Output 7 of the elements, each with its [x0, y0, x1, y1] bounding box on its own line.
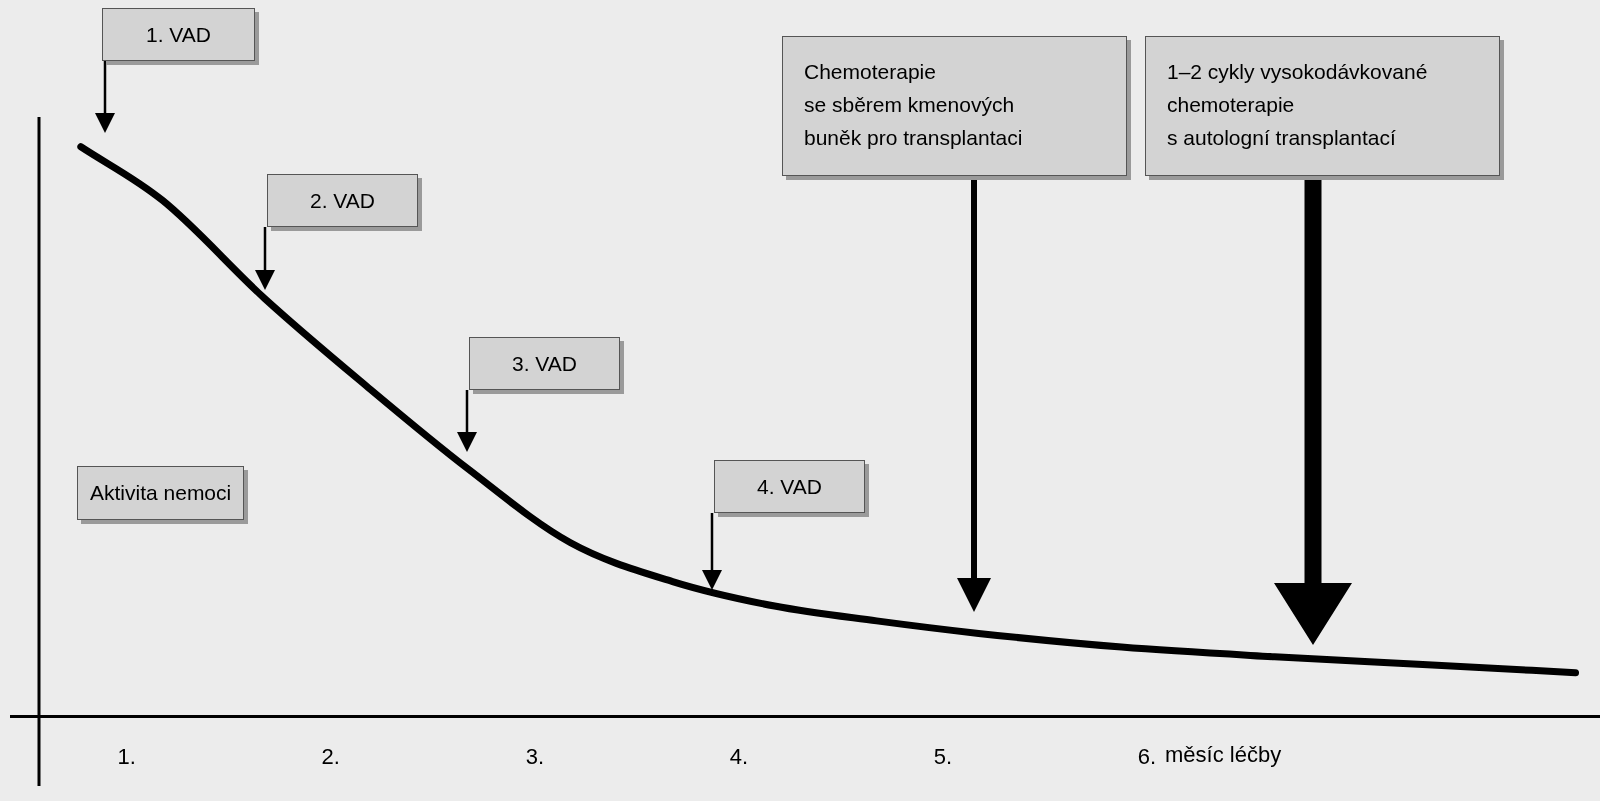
x-tick-label: 1.: [117, 743, 136, 769]
x-tick-label: 5.: [933, 743, 953, 769]
x-axis-title: měsíc léčby: [1165, 742, 1282, 768]
x-tick-label: 3.: [525, 743, 545, 769]
x-tick-label: 2.: [321, 743, 340, 769]
x-tick-label: 6.: [1137, 743, 1157, 769]
x-tick-label: 4.: [729, 743, 749, 769]
